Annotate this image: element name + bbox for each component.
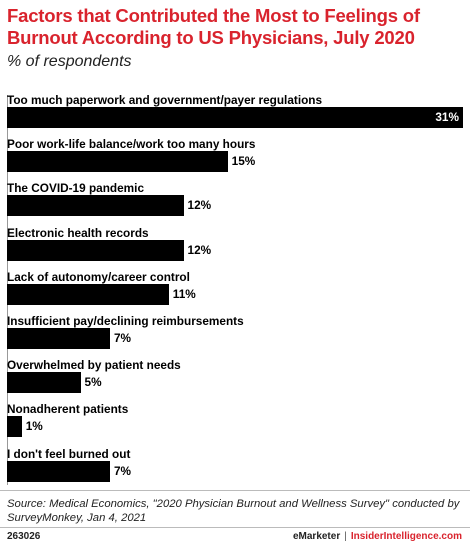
value-label: 15% [231,154,256,169]
chart-title: Factors that Contributed the Most to Fee… [7,5,420,48]
bar [7,107,463,128]
bar [7,151,228,173]
brand-insider-intelligence[interactable]: InsiderIntelligence.com [350,531,462,542]
category-label: Overwhelmed by patient needs [7,358,181,373]
value-label: 11% [172,286,196,301]
bar [7,416,22,438]
category-label: I don't feel burned out [7,446,131,461]
value-label: 31% [435,110,459,124]
category-label: Nonadherent patients [7,402,129,417]
brand-separator: | [344,531,347,542]
brand-emarketer: eMarketer [292,531,341,542]
category-label: The COVID-19 pandemic [7,181,145,196]
bar [7,372,81,394]
category-label: Insufficient pay/declining reimbursement… [7,314,244,328]
bar [7,283,169,305]
chart-subtitle: % of respondents [7,53,132,70]
bar [7,195,184,217]
category-label: Too much paperwork and government/payer … [7,93,323,107]
source-note: Source: Medical Economics, "2020 Physici… [7,498,460,524]
value-label: 1% [25,419,43,434]
category-label: Electronic health records [7,225,149,240]
bar [7,328,110,349]
value-label: 7% [113,463,132,478]
bar [7,239,184,261]
value-label: 12% [187,198,212,213]
value-label: 7% [113,331,132,345]
footer-brand: eMarketer | InsiderIntelligence.com [293,531,462,542]
value-label: 5% [84,375,102,390]
category-label: Lack of autonomy/career control [7,269,190,284]
chart-id: 263026 [7,531,41,542]
footer-divider [0,527,470,528]
category-label: Poor work-life balance/work too many hou… [7,137,256,152]
value-label: 12% [187,242,212,257]
bar [7,460,110,482]
source-divider [0,490,470,491]
